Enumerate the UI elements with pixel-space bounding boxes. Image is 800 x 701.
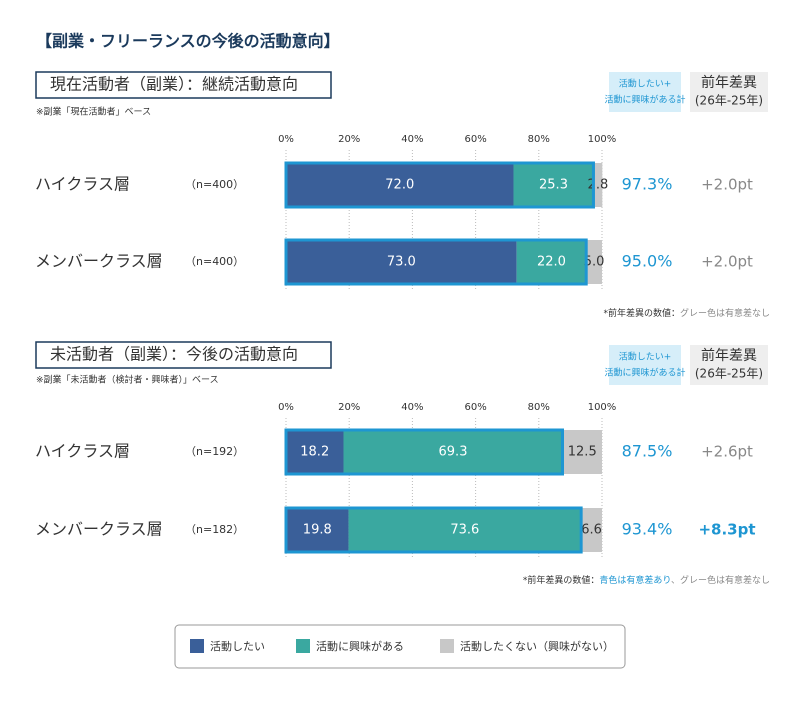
value-label: 25.3 — [539, 178, 568, 193]
bar-segment — [286, 430, 344, 474]
header: 前年差異 — [701, 347, 757, 364]
legend-swatch — [440, 639, 454, 653]
highlight-outline — [284, 161, 595, 209]
header: (26年-25年) — [695, 94, 763, 108]
value-label: 2.8 — [588, 178, 609, 193]
highlight-outline — [284, 428, 564, 476]
x-tick-label: 0% — [278, 134, 294, 145]
legend-label: 活動に興味がある — [316, 639, 404, 653]
header: 活動したい+ — [619, 351, 672, 363]
footnote: *前年差異の数値：グレー色は有意差なし — [603, 307, 770, 319]
bar-segment — [343, 430, 563, 474]
x-tick-label: 20% — [338, 134, 360, 145]
category-label: メンバークラス層 — [35, 252, 163, 271]
total-label: 97.3% — [622, 175, 673, 194]
value-label: 12.5 — [568, 445, 597, 460]
x-tick-label: 80% — [528, 134, 550, 145]
value-label: 6.6 — [581, 523, 602, 538]
bar-segment — [593, 163, 603, 207]
diff-label: +2.6pt — [701, 443, 753, 461]
footnote: *前年差異の数値：青色は有意差あり、グレー色は有意差なし — [523, 574, 770, 586]
x-tick-label: 100% — [588, 402, 617, 413]
total-label: 87.5% — [622, 442, 673, 461]
header: 活動に興味がある計 — [604, 367, 685, 379]
footnote-part: 、グレー色は有意差なし — [671, 574, 770, 586]
highlight-outline — [284, 238, 588, 286]
sample-size: （n=400） — [185, 178, 244, 191]
total-label: 95.0% — [622, 252, 673, 271]
header-box — [609, 345, 681, 385]
diff-label: +8.3pt — [698, 521, 755, 539]
category-label: ハイクラス層 — [35, 175, 130, 194]
highlight-outline — [284, 506, 583, 554]
legend-swatch — [190, 639, 204, 653]
x-tick-label: 60% — [464, 134, 486, 145]
total-label: 93.4% — [622, 520, 673, 539]
subtitle: 現在活動者（副業）：継続活動意向 — [50, 75, 298, 94]
header: 前年差異 — [701, 74, 757, 91]
x-tick-label: 20% — [338, 402, 360, 413]
bar-segment — [286, 163, 514, 207]
header: 活動に興味がある計 — [604, 94, 685, 106]
sample-size: （n=400） — [185, 255, 244, 268]
value-label: 72.0 — [385, 178, 414, 193]
header: 活動したい+ — [619, 78, 672, 90]
value-label: 22.0 — [537, 255, 566, 270]
x-tick-label: 60% — [464, 402, 486, 413]
bar-segment — [513, 163, 594, 207]
x-tick-label: 0% — [278, 402, 294, 413]
subtitle: 未活動者（副業）：今後の活動意向 — [50, 345, 298, 364]
header-box — [690, 72, 768, 112]
page-title: 【副業・フリーランスの今後の活動意向】 — [36, 32, 340, 51]
value-label: 73.6 — [450, 523, 479, 538]
category-label: メンバークラス層 — [35, 520, 163, 539]
value-label: 73.0 — [387, 255, 416, 270]
category-label: ハイクラス層 — [35, 442, 130, 461]
sample-size: （n=182） — [185, 523, 244, 536]
value-label: 19.8 — [303, 523, 332, 538]
note: ※副業「現在活動者」ベース — [36, 106, 151, 118]
value-label: 69.3 — [439, 445, 468, 460]
bar-segment — [586, 240, 602, 284]
legend-box — [174, 624, 626, 669]
subtitle-box — [35, 341, 332, 369]
footnote-part: グレー色は有意差なし — [680, 307, 770, 319]
x-tick-label: 40% — [401, 134, 423, 145]
diff-label: +2.0pt — [701, 253, 753, 271]
x-tick-label: 40% — [401, 402, 423, 413]
bar-segment — [286, 240, 517, 284]
note: ※副業「未活動者（検討者・興味者）」ベース — [36, 374, 219, 386]
bar-segment — [286, 508, 349, 552]
bar-segment — [516, 240, 587, 284]
subtitle-box — [35, 71, 332, 99]
x-tick-label: 80% — [528, 402, 550, 413]
header-box — [690, 345, 768, 385]
bar-segment — [562, 430, 602, 474]
value-label: 18.2 — [300, 445, 329, 460]
x-tick-label: 100% — [588, 134, 617, 145]
footnote-part: *前年差異の数値： — [523, 574, 600, 586]
header-box — [609, 72, 681, 112]
header: (26年-25年) — [695, 367, 763, 381]
sample-size: （n=192） — [185, 445, 244, 458]
value-label: 5.0 — [584, 255, 605, 270]
footnote-part: *前年差異の数値： — [603, 307, 680, 319]
legend-label: 活動したい — [210, 639, 265, 653]
bar-segment — [581, 508, 602, 552]
bar-segment — [348, 508, 582, 552]
footnote-part: 青色は有意差あり — [599, 574, 671, 586]
diff-label: +2.0pt — [701, 176, 753, 194]
legend-swatch — [296, 639, 310, 653]
legend-label: 活動したくない（興味がない） — [460, 639, 614, 653]
